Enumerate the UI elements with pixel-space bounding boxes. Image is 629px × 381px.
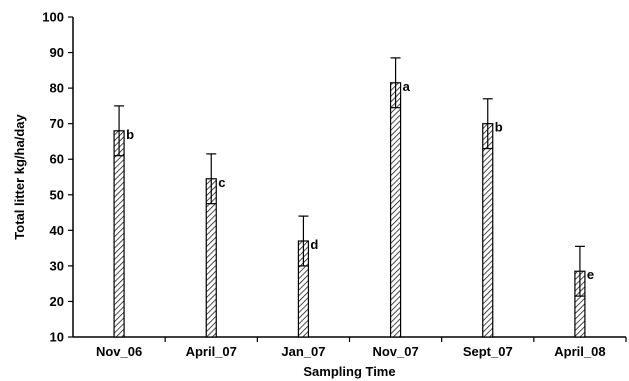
y-axis-title: Total litter kg/ha/day (12, 114, 27, 240)
x-tick-label: Sept_07 (463, 344, 513, 359)
significance-label: a (403, 79, 411, 94)
bar (389, 82, 402, 338)
significance-label: c (218, 175, 225, 190)
bar (482, 123, 494, 338)
significance-label: b (126, 127, 134, 142)
bars: b c d a b e (113, 57, 594, 338)
x-axis-title: Sampling Time (303, 364, 395, 379)
y-axis: 10 20 30 40 50 60 70 80 90 100 (42, 10, 74, 345)
x-tick-label: Jan_07 (281, 344, 325, 359)
x-tick-label: April_08 (554, 344, 605, 359)
x-axis: Nov_06 April_07 Jan_07 Nov_07 Sept_07 April_0… (73, 336, 627, 359)
y-tick-label: 90 (50, 45, 64, 60)
y-tick-label: 40 (50, 223, 64, 238)
significance-label: b (495, 120, 503, 135)
significance-label: d (310, 237, 318, 252)
y-tick-label: 80 (50, 81, 64, 96)
significance-label: e (587, 267, 594, 282)
x-tick-label: Nov_06 (96, 344, 142, 359)
x-tick-label: April_07 (186, 344, 237, 359)
y-tick-label: 20 (50, 294, 64, 309)
y-tick-label: 60 (50, 152, 64, 167)
y-tick-label: 30 (50, 258, 64, 273)
y-tick-label: 70 (50, 116, 64, 131)
y-tick-label: 10 (50, 330, 64, 345)
y-tick-label: 100 (42, 10, 64, 25)
y-tick-label: 50 (50, 187, 64, 202)
x-tick-label: Nov_07 (372, 344, 418, 359)
bar (113, 130, 125, 338)
